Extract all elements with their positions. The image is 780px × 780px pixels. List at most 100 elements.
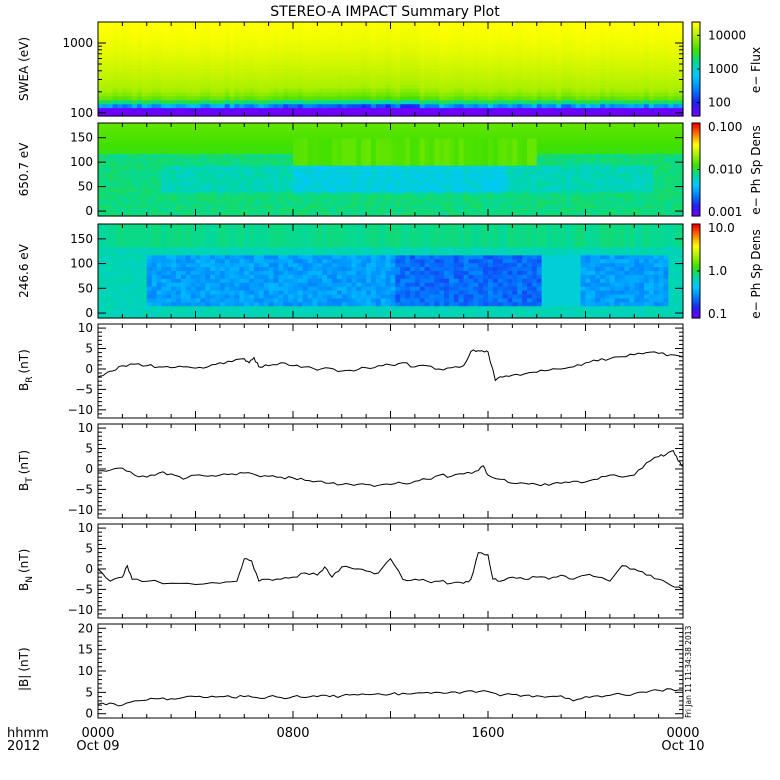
heatmap-cell bbox=[254, 142, 260, 147]
heatmap-cell bbox=[536, 76, 543, 82]
heatmap-cell bbox=[171, 37, 177, 43]
heatmap-cell bbox=[336, 57, 343, 62]
heatmap-cell bbox=[624, 41, 630, 47]
heatmap-cell bbox=[127, 192, 133, 198]
heatmap-cell bbox=[522, 25, 528, 31]
heatmap-cell bbox=[444, 37, 450, 43]
heatmap-cell bbox=[146, 61, 153, 66]
heatmap-cell bbox=[390, 150, 396, 155]
heatmap-cell bbox=[410, 96, 416, 101]
heatmap-cell bbox=[468, 72, 474, 78]
heatmap-cell bbox=[278, 123, 284, 128]
heatmap-cell bbox=[302, 208, 309, 213]
heatmap-cell bbox=[458, 104, 465, 109]
heatmap-cell bbox=[673, 29, 679, 35]
heatmap-cell bbox=[522, 49, 528, 54]
heatmap-cell bbox=[322, 134, 328, 140]
heatmap-cell bbox=[117, 169, 123, 174]
heatmap-cell bbox=[512, 108, 518, 113]
heatmap-cell bbox=[410, 41, 416, 47]
heatmap-cell bbox=[570, 25, 577, 31]
heatmap-cell bbox=[429, 212, 435, 217]
heatmap-cell bbox=[293, 92, 299, 98]
heatmap-cell bbox=[151, 100, 158, 105]
heatmap-cell bbox=[468, 108, 474, 113]
heatmap-cell bbox=[361, 41, 367, 47]
heatmap-cell bbox=[439, 169, 445, 174]
heatmap-cell bbox=[283, 61, 289, 66]
heatmap-cell bbox=[229, 161, 236, 167]
heatmap-cell bbox=[317, 112, 323, 117]
heatmap-cell bbox=[244, 57, 250, 62]
heatmap-cell bbox=[517, 22, 523, 27]
heatmap-cell bbox=[668, 45, 674, 51]
heatmap-cell bbox=[380, 192, 387, 198]
heatmap-cell bbox=[302, 130, 309, 136]
heatmap-cell bbox=[307, 33, 314, 39]
heatmap-cell bbox=[668, 65, 674, 70]
heatmap-cell bbox=[405, 61, 411, 66]
heatmap-cell bbox=[424, 104, 431, 109]
heatmap-cell bbox=[371, 49, 377, 54]
heatmap-cell bbox=[361, 104, 367, 109]
heatmap-cell bbox=[546, 61, 552, 66]
heatmap-cell bbox=[234, 96, 240, 101]
heatmap-cell bbox=[551, 57, 557, 62]
heatmap-cell bbox=[497, 157, 504, 163]
heatmap-cell bbox=[619, 45, 626, 51]
heatmap-cell bbox=[322, 200, 328, 205]
heatmap-cell bbox=[371, 196, 377, 202]
heatmap-cell bbox=[327, 108, 333, 113]
heatmap-cell bbox=[468, 192, 474, 198]
heatmap-cell bbox=[361, 65, 367, 70]
heatmap-cell bbox=[278, 112, 284, 117]
heatmap-cell bbox=[609, 80, 616, 86]
heatmap-cell bbox=[263, 126, 270, 132]
heatmap-cell bbox=[492, 192, 499, 198]
heatmap-cell bbox=[410, 33, 416, 39]
heatmap-cell bbox=[327, 80, 333, 86]
heatmap-cell bbox=[224, 61, 231, 66]
heatmap-cell bbox=[283, 112, 289, 117]
heatmap-cell bbox=[419, 57, 426, 62]
heatmap-cell bbox=[366, 65, 372, 70]
heatmap-cell bbox=[132, 92, 138, 98]
heatmap-cell bbox=[141, 150, 148, 155]
heatmap-cell bbox=[122, 92, 128, 98]
heatmap-cell bbox=[229, 138, 236, 143]
heatmap-cell bbox=[132, 84, 138, 90]
heatmap-cell bbox=[458, 76, 465, 82]
heatmap-cell bbox=[229, 37, 236, 43]
heatmap-cell bbox=[380, 104, 387, 109]
heatmap-cell bbox=[351, 123, 357, 128]
heatmap-cell bbox=[195, 22, 201, 27]
heatmap-cell bbox=[112, 161, 119, 167]
heatmap-cell bbox=[137, 57, 143, 62]
heatmap-cell bbox=[229, 25, 236, 31]
heatmap-cell bbox=[400, 92, 406, 98]
heatmap-cell bbox=[156, 65, 162, 70]
heatmap-cell bbox=[234, 76, 240, 82]
heatmap-cell bbox=[288, 96, 294, 101]
heatmap-cell bbox=[98, 204, 104, 209]
heatmap-cell bbox=[229, 84, 236, 90]
heatmap-cell bbox=[258, 185, 265, 190]
heatmap-cell bbox=[463, 37, 470, 43]
heatmap-cell bbox=[244, 96, 250, 101]
heatmap-cell bbox=[151, 72, 158, 78]
heatmap-cell bbox=[639, 108, 645, 113]
heatmap-cell bbox=[132, 123, 138, 128]
heatmap-cell bbox=[137, 130, 143, 136]
heatmap-cell bbox=[346, 161, 353, 167]
heatmap-cell bbox=[185, 104, 192, 109]
heatmap-cell bbox=[322, 130, 328, 136]
heatmap-cell bbox=[566, 25, 572, 31]
heatmap-cell bbox=[297, 200, 304, 205]
heatmap-cell bbox=[254, 177, 260, 182]
heatmap-cell bbox=[575, 22, 582, 27]
heatmap-cell bbox=[390, 76, 396, 82]
heatmap-cell bbox=[98, 22, 104, 27]
heatmap-cell bbox=[258, 45, 265, 51]
heatmap-cell bbox=[205, 57, 211, 62]
heatmap-cell bbox=[307, 76, 314, 82]
